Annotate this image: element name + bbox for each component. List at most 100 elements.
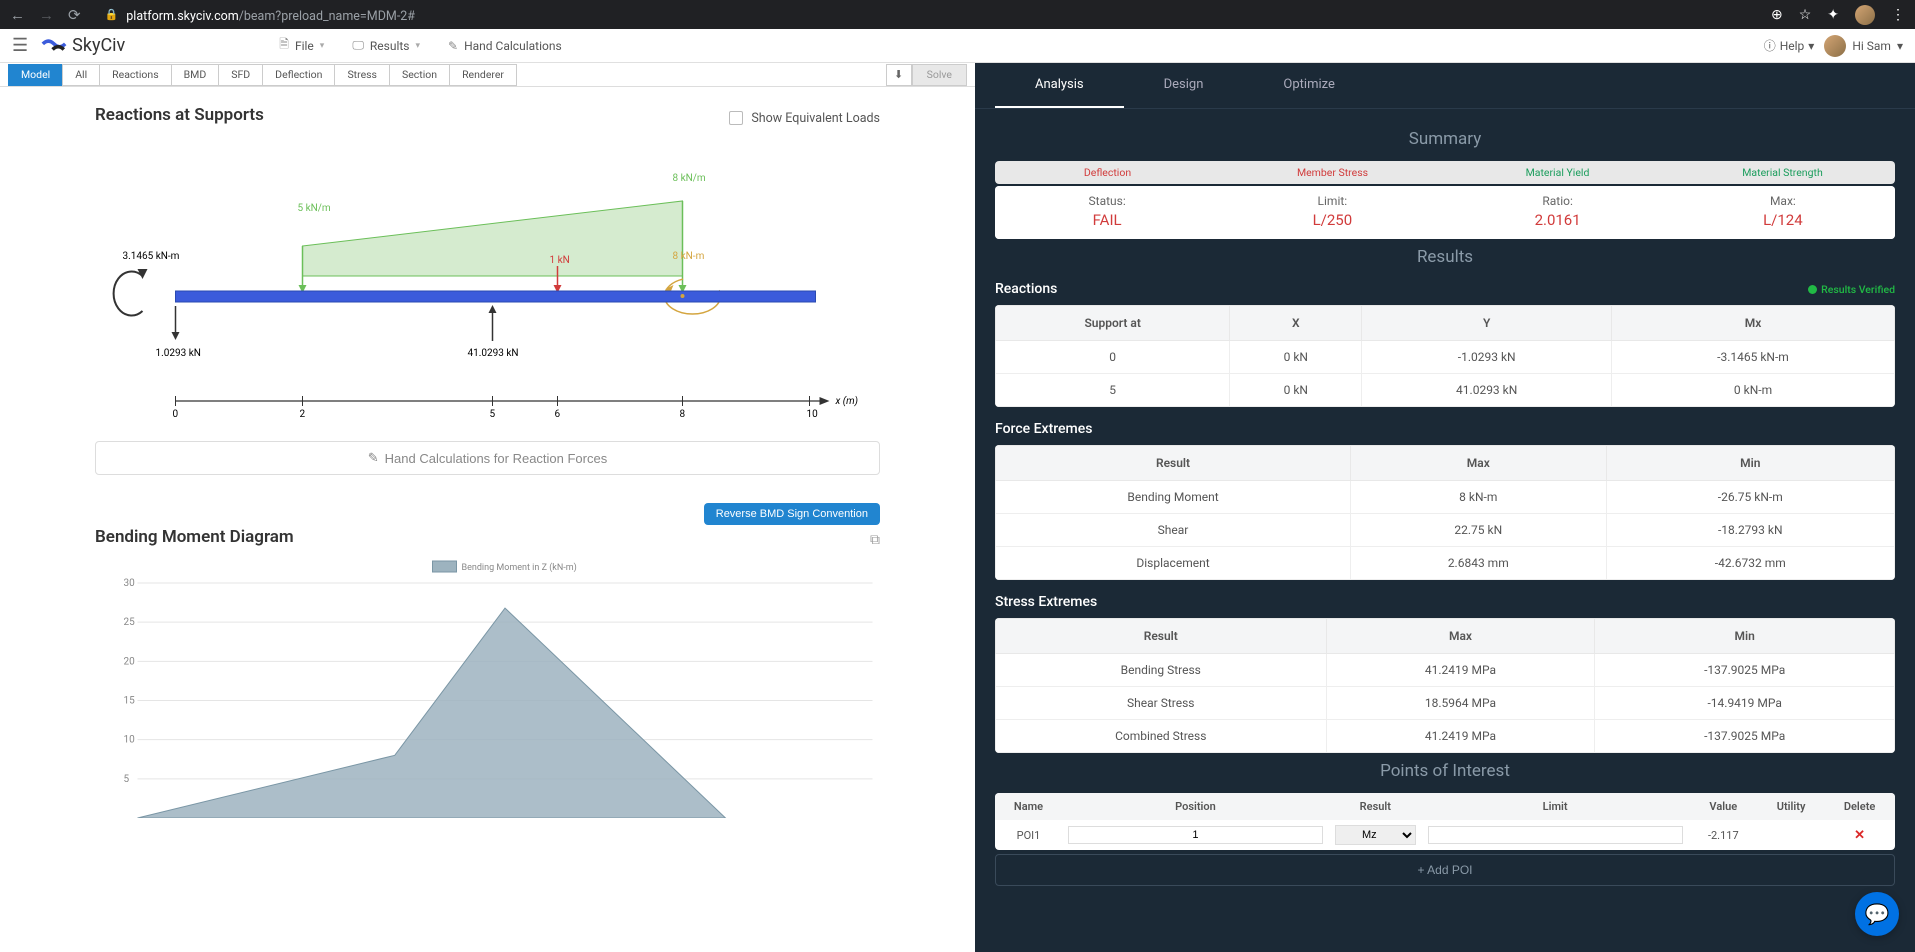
poi-title: Points of Interest	[995, 761, 1895, 781]
force-extremes-title: Force Extremes	[995, 421, 1092, 437]
file-icon: 🗎	[279, 35, 289, 56]
subtabs: ModelAllReactionsBMDSFDDeflectionStressS…	[0, 63, 975, 87]
subtab-renderer[interactable]: Renderer	[449, 64, 517, 86]
svg-text:0: 0	[173, 409, 179, 420]
show-equiv-checkbox[interactable]: Show Equivalent Loads	[729, 111, 880, 126]
right-tab-optimize[interactable]: Optimize	[1243, 63, 1374, 108]
url-bar[interactable]: 🔒 platform.skyciv.com/beam?preload_name=…	[95, 3, 1757, 27]
subtab-reactions[interactable]: Reactions	[99, 64, 171, 86]
reactions-title: Reactions at Supports	[95, 105, 264, 125]
summary-tab[interactable]: Member Stress	[1220, 161, 1445, 184]
results-title: Results	[995, 247, 1895, 267]
svg-text:5: 5	[124, 774, 130, 785]
svg-text:20: 20	[124, 656, 136, 667]
subtab-deflection[interactable]: Deflection	[262, 64, 335, 86]
svg-text:x (m): x (m)	[835, 395, 858, 407]
app-bar: ☰ SkyCiv 🗎 File ▾ 🖵 Results ▾ ✎ Hand Cal…	[0, 29, 1915, 63]
subtab-model[interactable]: Model	[8, 64, 63, 86]
more-icon[interactable]: ⋮	[1891, 7, 1905, 23]
logo-icon	[40, 35, 68, 57]
right-tab-design[interactable]: Design	[1124, 63, 1244, 108]
svg-text:30: 30	[124, 578, 136, 589]
right-tab-analysis[interactable]: Analysis	[995, 63, 1124, 108]
poi-result-select[interactable]: Mz	[1335, 825, 1416, 845]
zoom-icon[interactable]: ⊕	[1771, 7, 1783, 23]
subtab-section[interactable]: Section	[389, 64, 450, 86]
poi-table: NamePositionResultLimitValueUtilityDelet…	[995, 793, 1895, 850]
url-path: /beam?preload_name=MDM-2#	[239, 9, 415, 24]
user-chip[interactable]: Hi Sam ▾	[1824, 35, 1903, 57]
beam-diagram: 5 kN/m 8 kN/m 3.1465 kN-m 8 kN-m 1 kN	[95, 141, 880, 431]
download-icon: ⬇	[894, 68, 903, 81]
bmd-chart: Bending Moment in Z (kN-m) 51015202530	[95, 553, 880, 818]
summary-card: Status:FAIL	[995, 186, 1219, 239]
svg-text:5 kN/m: 5 kN/m	[298, 203, 331, 214]
logo-text: SkyCiv	[72, 35, 125, 56]
monitor-icon: 🖵	[352, 38, 364, 53]
summary-tab[interactable]: Deflection	[995, 161, 1220, 184]
subtab-sfd[interactable]: SFD	[218, 64, 263, 86]
reload-icon[interactable]: ⟳	[68, 6, 81, 24]
user-avatar	[1824, 35, 1846, 57]
caret-down-icon: ▾	[320, 41, 325, 51]
reactions-block-title: Reactions	[995, 281, 1057, 297]
summary-card: Limit:L/250	[1220, 186, 1444, 239]
svg-text:1 kN: 1 kN	[550, 255, 570, 266]
svg-text:10: 10	[124, 735, 136, 746]
question-icon: ⓘ	[1764, 37, 1776, 54]
copy-icon[interactable]: ⧉	[870, 532, 880, 548]
poi-position-input[interactable]	[1068, 826, 1323, 844]
poi-limit-input[interactable]	[1428, 826, 1683, 844]
summary-card: Ratio:2.0161	[1446, 186, 1670, 239]
help-link[interactable]: ⓘ Help ▾	[1764, 37, 1815, 54]
stress-extremes-table: ResultMaxMinBending Stress41.2419 MPa-13…	[995, 618, 1895, 753]
svg-text:2: 2	[300, 409, 306, 420]
svg-text:3.1465 kN-m: 3.1465 kN-m	[123, 251, 180, 262]
summary-tab[interactable]: Material Strength	[1670, 161, 1895, 184]
url-host: platform.skyciv.com	[126, 9, 238, 24]
svg-text:15: 15	[124, 696, 136, 707]
add-poi-button[interactable]: + Add POI	[995, 854, 1895, 886]
solve-button[interactable]: Solve	[912, 64, 967, 86]
summary-tab[interactable]: Material Yield	[1445, 161, 1670, 184]
browser-chrome: ← → ⟳ 🔒 platform.skyciv.com/beam?preload…	[0, 0, 1915, 29]
summary-title: Summary	[995, 129, 1895, 149]
pencil-icon: ✎	[448, 39, 458, 53]
logo[interactable]: SkyCiv	[40, 35, 125, 57]
star-icon[interactable]: ☆	[1799, 7, 1812, 23]
poi-delete-button[interactable]: ✕	[1854, 828, 1865, 843]
caret-down-icon: ▾	[1897, 39, 1903, 53]
pencil-icon: ✎	[368, 450, 379, 466]
caret-down-icon: ▾	[1808, 39, 1814, 53]
left-panel: ModelAllReactionsBMDSFDDeflectionStressS…	[0, 63, 975, 952]
checkbox-icon	[729, 111, 743, 125]
reverse-bmd-button[interactable]: Reverse BMD Sign Convention	[704, 503, 880, 525]
chat-bubble[interactable]: 💬	[1855, 892, 1899, 936]
hand-calc-menu[interactable]: ✎ Hand Calculations	[434, 33, 576, 59]
extensions-icon[interactable]: ✦	[1827, 7, 1839, 23]
browser-avatar[interactable]	[1855, 5, 1875, 25]
lock-icon: 🔒	[105, 8, 119, 21]
file-menu[interactable]: 🗎 File ▾	[265, 29, 338, 62]
svg-text:8 kN/m: 8 kN/m	[673, 173, 706, 184]
bmd-title: Bending Moment Diagram	[95, 527, 294, 547]
subtab-all[interactable]: All	[62, 64, 100, 86]
svg-text:10: 10	[807, 409, 819, 420]
subtab-stress[interactable]: Stress	[334, 64, 390, 86]
svg-text:41.0293 kN: 41.0293 kN	[468, 348, 519, 359]
svg-text:6: 6	[555, 409, 561, 420]
hand-calc-button[interactable]: ✎ Hand Calculations for Reaction Forces	[95, 441, 880, 475]
back-icon[interactable]: ←	[10, 6, 25, 24]
chat-icon: 💬	[1865, 902, 1890, 926]
svg-text:8 kN-m: 8 kN-m	[673, 251, 705, 262]
forward-icon[interactable]: →	[39, 6, 54, 24]
results-menu[interactable]: 🖵 Results ▾	[338, 32, 434, 59]
hamburger-icon[interactable]: ☰	[12, 35, 28, 56]
subtab-bmd[interactable]: BMD	[171, 64, 220, 86]
svg-text:25: 25	[124, 617, 136, 628]
force-extremes-table: ResultMaxMinBending Moment8 kN-m-26.75 k…	[995, 445, 1895, 580]
stress-extremes-title: Stress Extremes	[995, 594, 1097, 610]
verified-badge: Results Verified	[1808, 283, 1895, 296]
download-button[interactable]: ⬇	[886, 64, 912, 86]
svg-text:5: 5	[490, 409, 496, 420]
